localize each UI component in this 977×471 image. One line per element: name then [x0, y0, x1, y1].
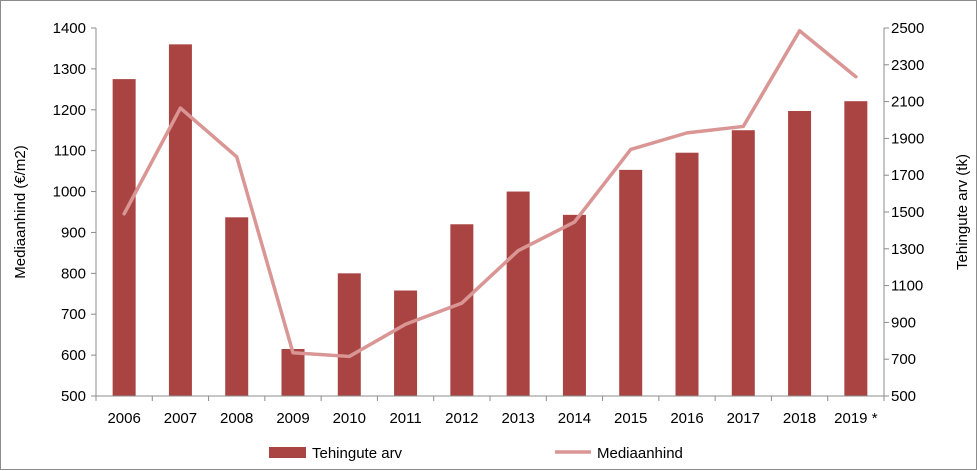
y-right-tick-label: 1300 [891, 241, 924, 258]
y-axis-left-title: Mediaanhind (€/m2) [12, 145, 29, 278]
y-right-tick-label: 2100 [891, 94, 924, 111]
x-tick-label: 2016 [670, 410, 703, 427]
legend-label-line: Mediaanhind [597, 445, 683, 462]
x-tick-label: 2007 [164, 410, 197, 427]
bar-2010 [338, 273, 361, 396]
y-left-tick-label: 600 [61, 347, 86, 364]
y-axis-right-title: Tehingute arv (tk) [954, 154, 971, 270]
bar-2014 [563, 215, 586, 396]
x-tick-label: 2008 [220, 410, 253, 427]
bar-2016 [676, 153, 699, 396]
y-right-tick-label: 1700 [891, 167, 924, 184]
bar-2019 [844, 101, 867, 396]
bar-2017 [732, 130, 755, 396]
legend-swatch-bar [269, 447, 306, 458]
y-left-tick-label: 1200 [53, 102, 86, 119]
bar-2013 [507, 192, 530, 396]
x-tick-label: 2012 [445, 410, 478, 427]
bar-2011 [394, 291, 417, 396]
x-tick-label: 2010 [333, 410, 366, 427]
y-left-tick-label: 900 [61, 224, 86, 241]
y-left-tick-label: 500 [61, 388, 86, 405]
x-tick-label: 2017 [727, 410, 760, 427]
y-left-tick-label: 700 [61, 306, 86, 323]
bar-2018 [788, 111, 811, 396]
bar-2007 [169, 44, 192, 396]
y-right-tick-label: 500 [891, 388, 916, 405]
x-tick-label: 2015 [614, 410, 647, 427]
y-right-tick-label: 1500 [891, 204, 924, 221]
x-tick-label: 2019 * [834, 410, 878, 427]
x-tick-label: 2018 [783, 410, 816, 427]
bar-2012 [450, 224, 473, 396]
bar-2009 [282, 349, 305, 396]
y-left-tick-label: 1000 [53, 184, 86, 201]
y-right-tick-label: 900 [891, 314, 916, 331]
bar-series [113, 44, 868, 396]
y-right-tick-label: 1100 [891, 278, 923, 295]
legend-label-bar: Tehingute arv [312, 445, 403, 462]
x-tick-label: 2006 [107, 410, 140, 427]
y-left-tick-label: 1100 [54, 143, 86, 160]
bar-2015 [619, 170, 642, 396]
bar-2008 [225, 217, 248, 396]
y-left-tick-label: 800 [61, 265, 86, 282]
x-tick-label: 2013 [501, 410, 534, 427]
legend: Tehingute arv Mediaanhind [269, 445, 683, 462]
y-right-tick-label: 1900 [891, 130, 924, 147]
y-right-tick-label: 2500 [891, 20, 924, 37]
x-tick-label: 2011 [389, 410, 421, 427]
x-tick-label: 2014 [558, 410, 591, 427]
y-left-tick-label: 1300 [53, 61, 86, 78]
y-left-tick-label: 1400 [53, 20, 86, 37]
y-right-tick-label: 700 [891, 351, 916, 368]
x-tick-label: 2009 [276, 410, 309, 427]
y-right-tick-label: 2300 [891, 57, 924, 74]
bar-2006 [113, 79, 136, 396]
